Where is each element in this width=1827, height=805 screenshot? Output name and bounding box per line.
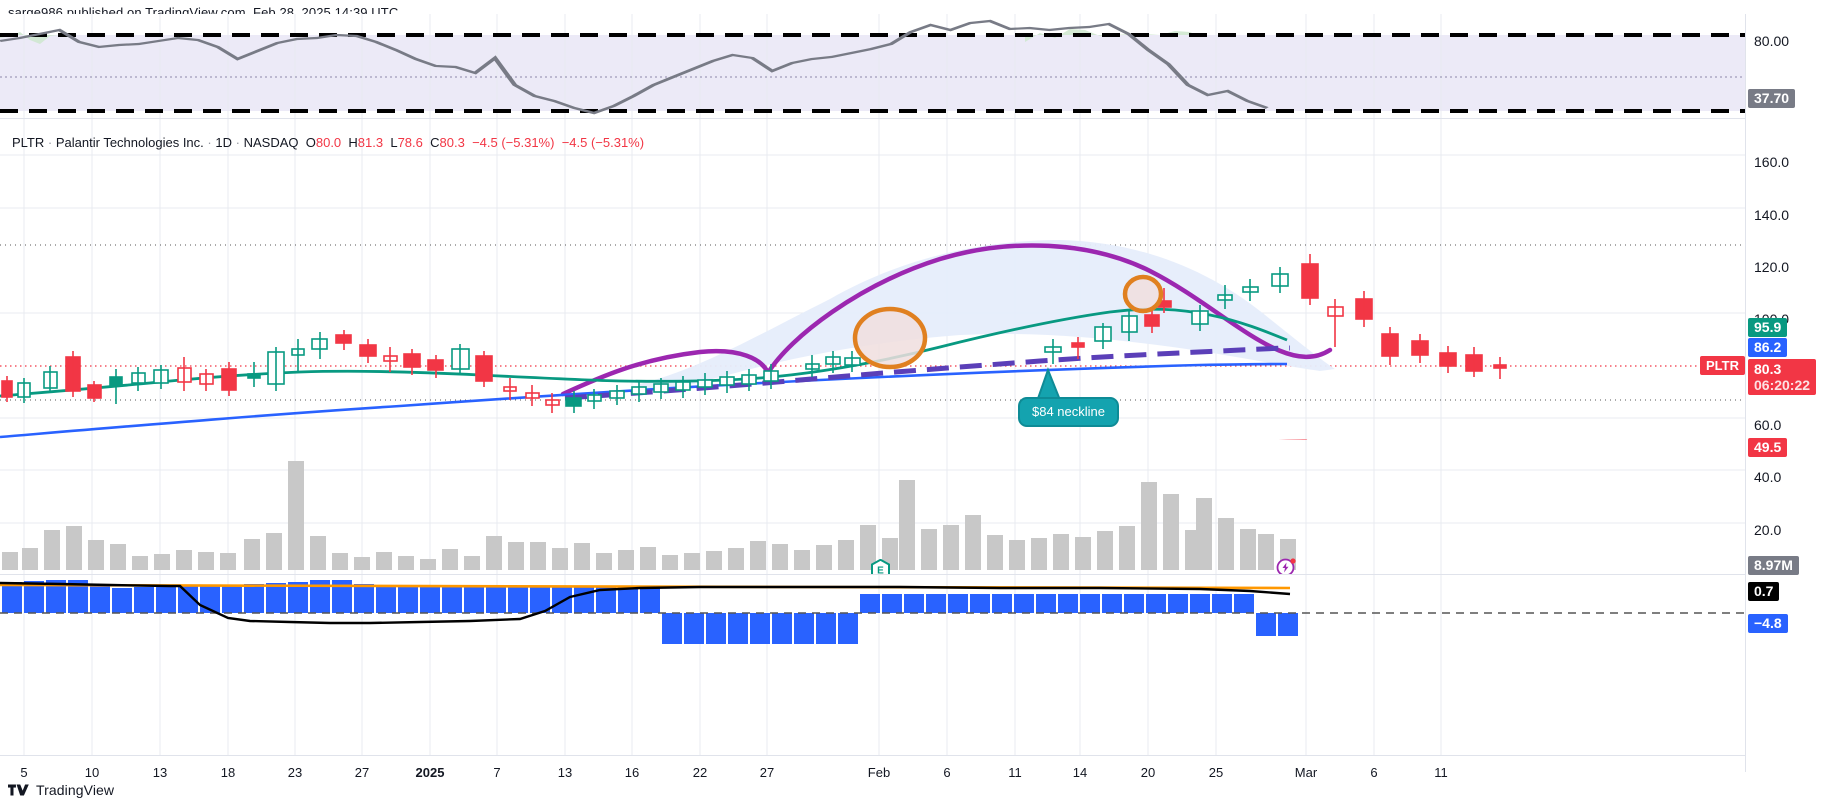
time-label: 7 [493,765,501,780]
event-lightning-marker[interactable] [1276,557,1296,577]
axis-label-20: 20.0 [1754,522,1782,538]
axis-label-top-80: 80.00 [1754,33,1790,49]
time-label: 27 [354,765,370,780]
last-price-value: 80.3 [1754,361,1782,377]
legend-exchange: NASDAQ [243,135,299,150]
svg-text:E: E [877,566,884,577]
axis-label-160: 160.0 [1754,154,1790,170]
time-label: 10 [84,765,100,780]
legend-low-value: 78.6 [397,135,423,150]
axis-label-40: 40.0 [1754,469,1782,485]
tradingview-logo-text: TradingView [36,782,115,798]
time-label: 6 [1370,765,1378,780]
volume-panel: E [0,440,1745,579]
chart-legend[interactable]: PLTR · Palantir Technologies Inc. · 1D ·… [12,136,644,150]
time-label-month: Mar [1294,765,1318,780]
time-label: 27 [759,765,775,780]
legend-symbol[interactable]: PLTR [12,135,45,150]
axis-tag-top-37-70[interactable]: 37.70 [1748,89,1796,108]
tradingview-logo-icon [8,783,30,797]
oscillator-value-tag[interactable]: −4.8 [1748,614,1788,633]
neckline-callout-label: $84 neckline [1032,404,1105,419]
time-label: 25 [1208,765,1224,780]
last-price-tag[interactable]: 80.3 06:20:22 [1748,359,1817,395]
legend-sep-1: · [47,135,53,150]
time-label: 5 [20,765,28,780]
ema-green-price-tag[interactable]: 95.9 [1748,318,1788,337]
time-label: 11 [1008,765,1022,780]
legend-low-label: L [390,135,398,150]
legend-change-2: −4.5 (−5.31%) [561,135,645,150]
time-label: 14 [1072,765,1088,780]
panel-divider-1 [0,118,1745,119]
symbol-price-tag[interactable]: PLTR [1700,356,1745,375]
legend-sep-2: · [207,135,212,150]
axis-label-140: 140.0 [1754,207,1790,223]
time-label: 23 [287,765,303,780]
time-label: 11 [1434,765,1448,780]
time-label: 18 [220,765,236,780]
axis-label-60: 60.0 [1754,417,1782,433]
top-oscillator-panel [0,14,1745,119]
time-axis[interactable]: 5 10 13 18 23 27 2025 7 13 16 22 27 Feb … [0,755,1745,789]
time-label: 6 [943,765,951,780]
price-axis[interactable]: 80.00 37.70 160.0 140.0 120.0 100.0 60.0… [1745,14,1827,772]
legend-open-value: 80.0 [315,135,342,150]
legend-interval[interactable]: 1D [215,135,232,150]
time-label: 13 [152,765,168,780]
last-price-countdown: 06:20:22 [1754,377,1811,393]
sma-red-price-tag[interactable]: 49.5 [1748,438,1788,457]
legend-high-label: H [348,135,358,150]
volume-value-tag[interactable]: 8.97M [1748,556,1799,575]
legend-description: Palantir Technologies Inc. [55,135,204,150]
legend-high-value: 81.3 [357,135,384,150]
tradingview-logo[interactable]: TradingView [8,782,114,798]
legend-change: −4.5 (−5.31%) [472,135,555,150]
legend-close-value: 80.3 [439,135,465,150]
sma-blue-price-tag[interactable]: 86.2 [1748,338,1788,357]
time-label: 22 [692,765,708,780]
legend-close-label: C [430,135,440,150]
time-label: 16 [624,765,640,780]
panel-divider-3 [0,574,1745,575]
bottom-oscillator-panel [0,575,1745,755]
neckline-callout: $84 neckline [1018,397,1119,427]
time-label: 20 [1140,765,1156,780]
axis-label-120: 120.0 [1754,259,1790,275]
indicator-value-tag[interactable]: 0.7 [1748,582,1780,601]
legend-sep-3: · [235,135,240,150]
time-label: 13 [557,765,573,780]
time-label-month: Feb [867,765,891,780]
time-label-year: 2025 [415,765,445,780]
legend-open-label: O [305,135,316,150]
